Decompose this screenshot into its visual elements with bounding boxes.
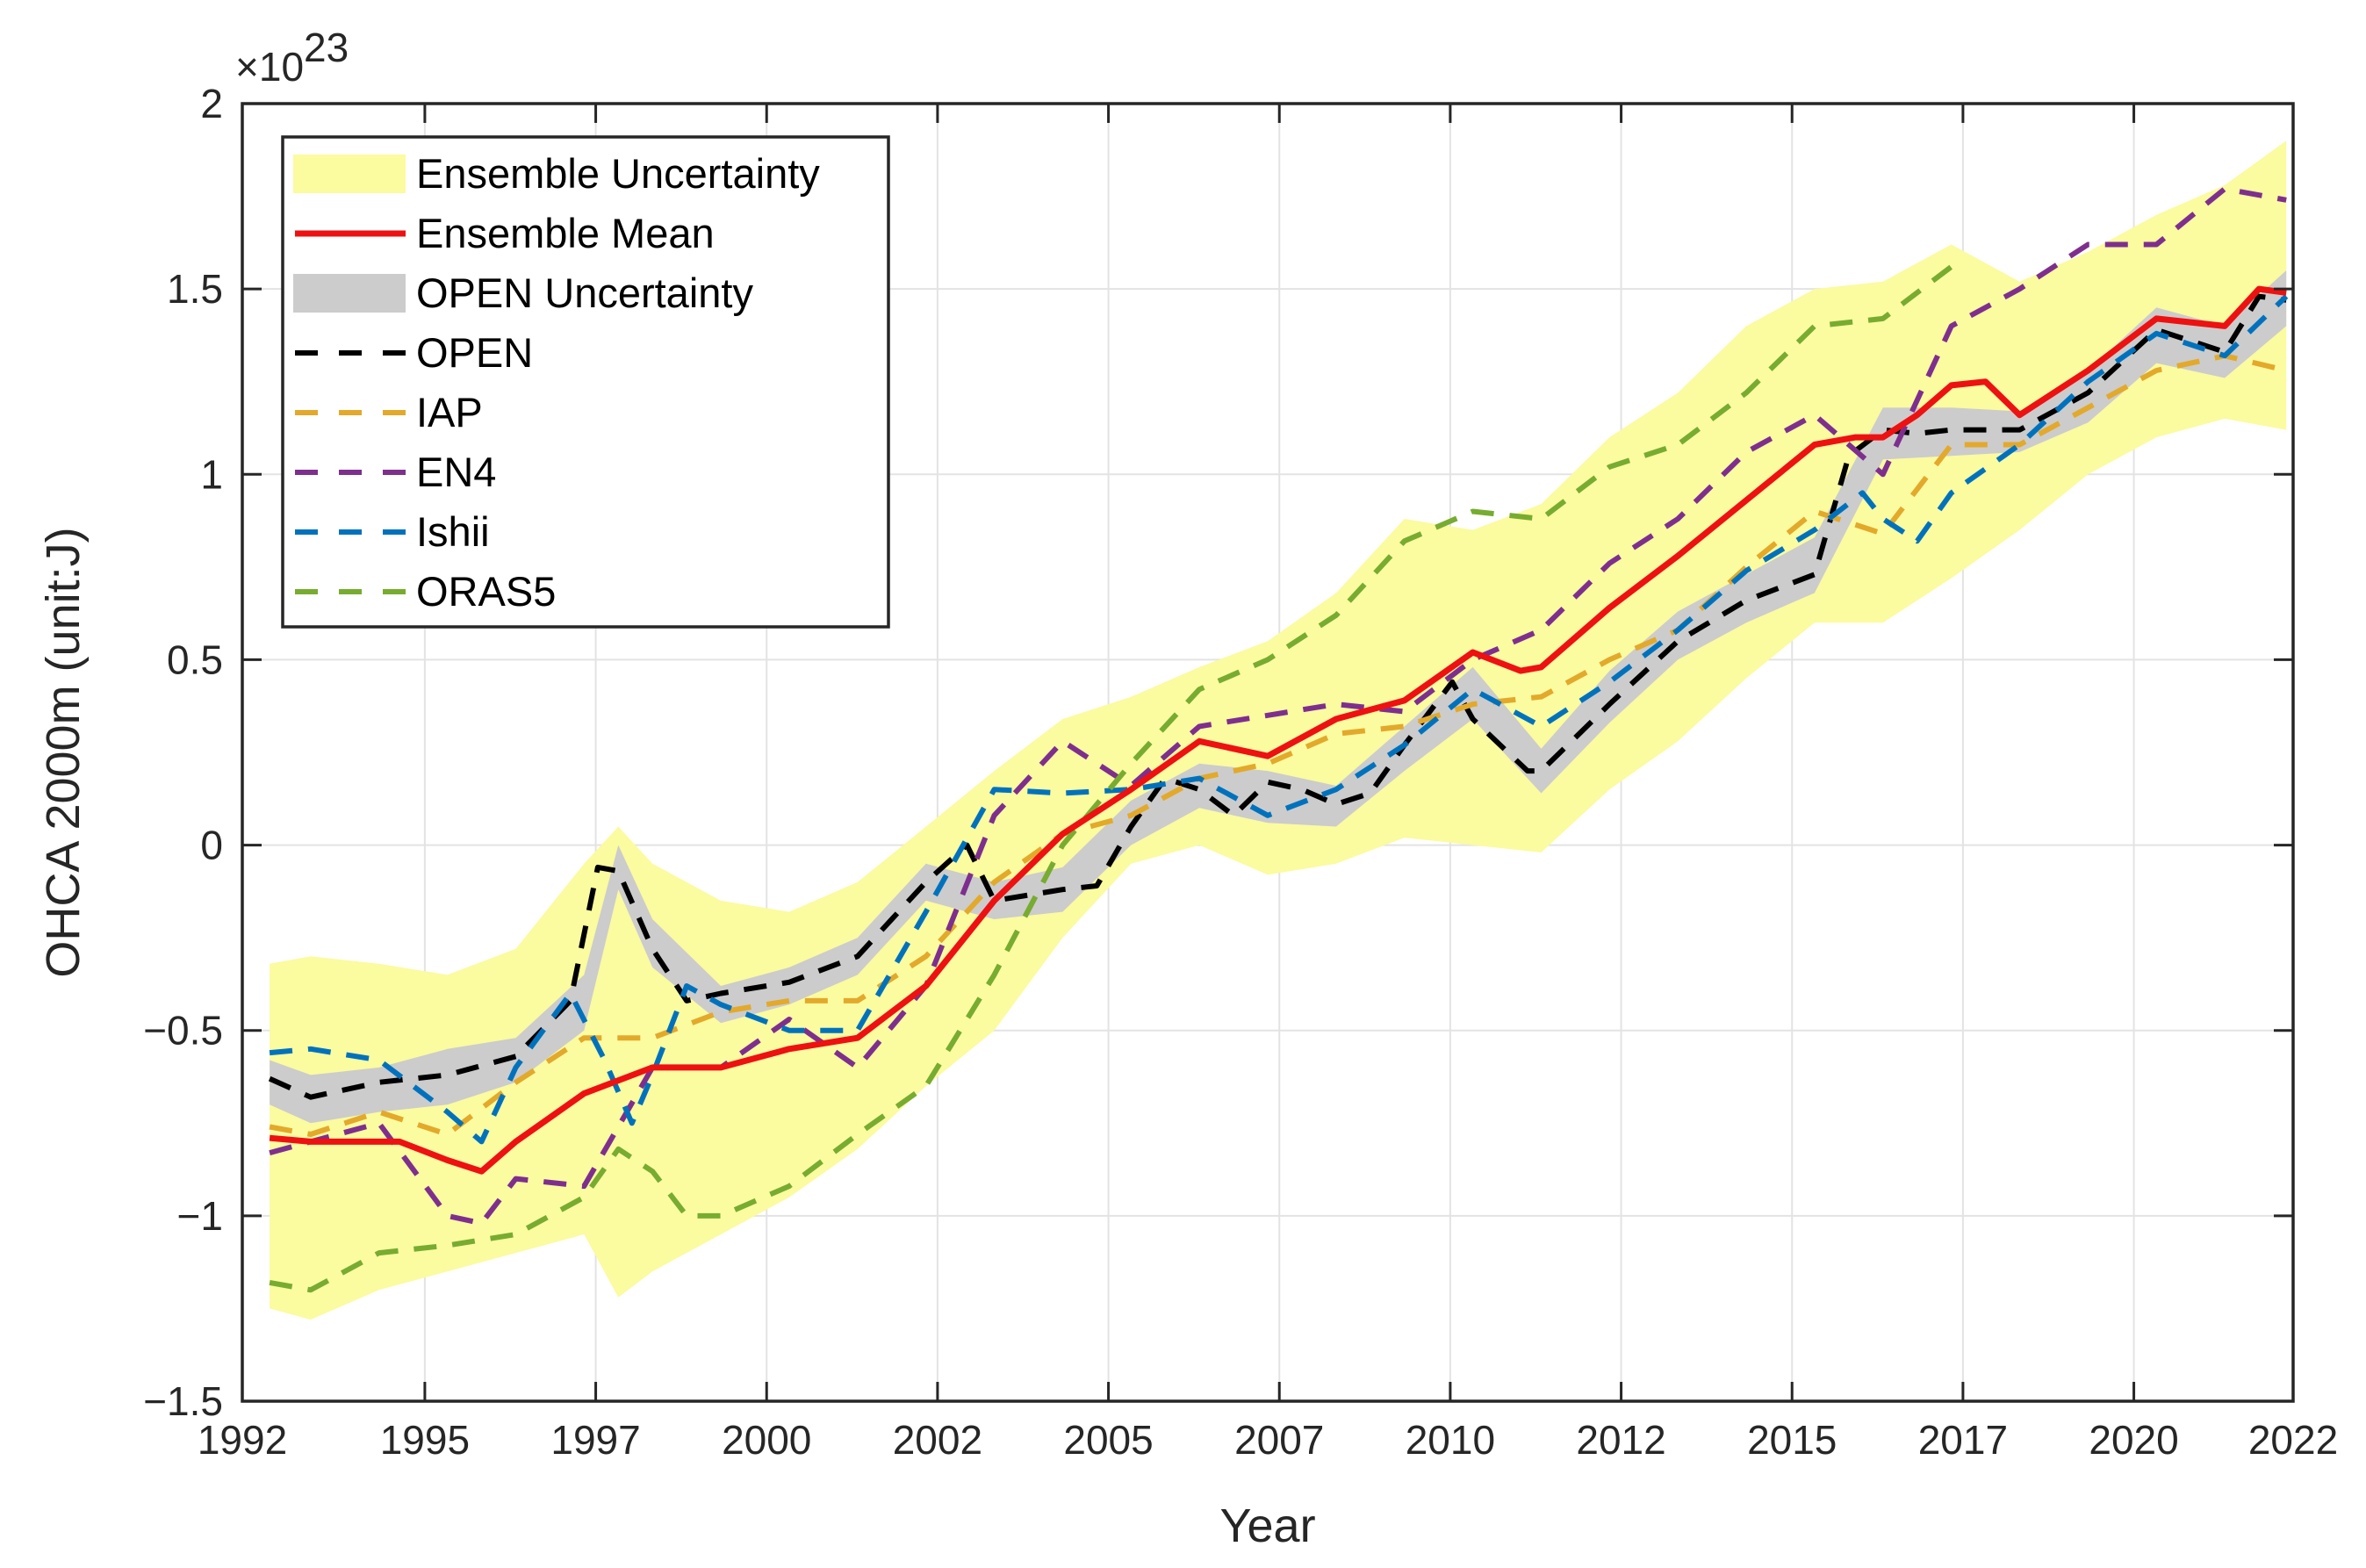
x-tick-label: 1995: [380, 1417, 470, 1463]
open-legend-label: OPEN: [416, 329, 533, 376]
y-tick-label: −0.5: [143, 1008, 223, 1054]
ensemble-mean-legend-label: Ensemble Mean: [416, 210, 715, 256]
x-tick-label: 2002: [893, 1417, 982, 1463]
ensemble-mean-line: [269, 285, 2287, 1175]
ishii-legend-label: Ishii: [416, 508, 490, 555]
x-tick-label: 2012: [1576, 1417, 1665, 1463]
ishii-line: [269, 294, 2289, 1145]
legend-box: [281, 135, 890, 629]
x-axis-label: Year: [1219, 1500, 1315, 1552]
axis-ticks: 1992 1995 1997 2000 2002 2005 2007 2010 2012 2015…: [143, 81, 2338, 1463]
x-tick-label: 2000: [722, 1417, 811, 1463]
x-tick-label: 2007: [1234, 1417, 1324, 1463]
y-exponent-power: 23: [304, 25, 349, 70]
open-line: [268, 293, 2287, 1100]
y-exponent-label: ×1023: [235, 25, 349, 90]
y-tick-label: 1.5: [167, 266, 223, 312]
x-tick-label: 2015: [1747, 1417, 1837, 1463]
x-tick-label: 1992: [198, 1417, 287, 1463]
axes-box: [241, 102, 2295, 1403]
x-tick-label: 2005: [1063, 1417, 1153, 1463]
oras5-legend-label: ORAS5: [416, 568, 556, 615]
y-tick-label: 2: [200, 81, 223, 126]
y-exponent-base: ×10: [235, 44, 304, 90]
en4-line: [269, 186, 2287, 1226]
y-tick-label: 0: [200, 823, 223, 868]
x-tick-label: 2017: [1918, 1417, 2008, 1463]
ensemble-uncertainty-band: [270, 140, 2287, 1320]
y-axis-label: OHCA 2000m (unit:J): [37, 527, 90, 977]
x-tick-label: 2020: [2089, 1417, 2178, 1463]
y-tick-label: −1.5: [143, 1378, 223, 1424]
y-tick-label: 0.5: [167, 637, 223, 682]
open-uncertainty-legend-label: OPEN Uncertainty: [416, 270, 753, 316]
iap-line: [269, 353, 2287, 1137]
y-tick-label: 1: [200, 451, 223, 497]
x-tick-label: 2010: [1406, 1417, 1495, 1463]
en4-legend-label: EN4: [416, 449, 496, 495]
legend: Ensemble Uncertainty Ensemble Mean OPEN Un…: [281, 135, 890, 629]
ensemble-uncertainty-legend-swatch: [293, 155, 406, 193]
oras5-line: [269, 264, 1953, 1293]
iap-legend-label: IAP: [416, 389, 483, 435]
open-uncertainty-legend-swatch: [293, 274, 406, 313]
x-tick-label: 2022: [2248, 1417, 2338, 1463]
y-tick-label: −1: [177, 1193, 223, 1239]
x-tick-label: 1997: [550, 1417, 640, 1463]
ensemble-uncertainty-legend-label: Ensemble Uncertainty: [416, 150, 820, 197]
uncertainty-bands: [270, 140, 2287, 1320]
series-lines: [268, 186, 2289, 1293]
